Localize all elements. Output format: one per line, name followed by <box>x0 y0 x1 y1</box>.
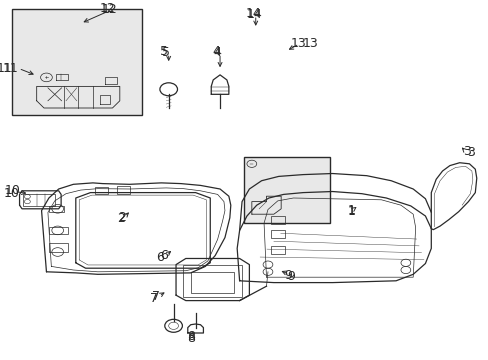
Text: 5: 5 <box>160 45 167 58</box>
Text: 3: 3 <box>462 145 470 158</box>
Bar <box>49 243 68 252</box>
Bar <box>271 246 285 254</box>
Text: 13: 13 <box>290 37 305 50</box>
Bar <box>12 9 142 115</box>
Text: 12: 12 <box>100 3 115 15</box>
Bar <box>95 187 107 194</box>
Text: 11: 11 <box>0 62 13 75</box>
Text: 7: 7 <box>152 291 160 303</box>
Text: 14: 14 <box>245 7 261 20</box>
Bar <box>244 157 329 223</box>
Text: 2: 2 <box>117 212 125 225</box>
Text: 7: 7 <box>150 292 158 305</box>
Bar <box>190 272 233 293</box>
Text: 14: 14 <box>246 8 262 21</box>
Text: 6: 6 <box>156 251 164 264</box>
Bar <box>271 216 285 224</box>
Text: 5: 5 <box>162 46 170 59</box>
Bar <box>183 265 242 297</box>
Text: 4: 4 <box>212 45 220 58</box>
Text: 12: 12 <box>101 3 117 16</box>
Text: 3: 3 <box>467 146 474 159</box>
Text: 1: 1 <box>347 205 355 218</box>
Bar <box>23 194 55 206</box>
Text: 11: 11 <box>3 62 19 75</box>
Text: 4: 4 <box>213 46 221 59</box>
Text: 9: 9 <box>286 270 294 283</box>
Bar <box>271 230 285 238</box>
Bar <box>117 186 129 194</box>
Text: 10: 10 <box>4 184 20 197</box>
Bar <box>49 227 68 234</box>
Text: 6: 6 <box>160 249 167 262</box>
Text: 8: 8 <box>186 332 194 345</box>
Text: 1: 1 <box>347 204 355 217</box>
Text: 9: 9 <box>284 269 292 282</box>
Text: 2: 2 <box>118 211 126 224</box>
Text: 8: 8 <box>186 330 194 343</box>
Bar <box>49 206 63 212</box>
Text: 10: 10 <box>4 187 20 200</box>
Text: 13: 13 <box>302 37 317 50</box>
